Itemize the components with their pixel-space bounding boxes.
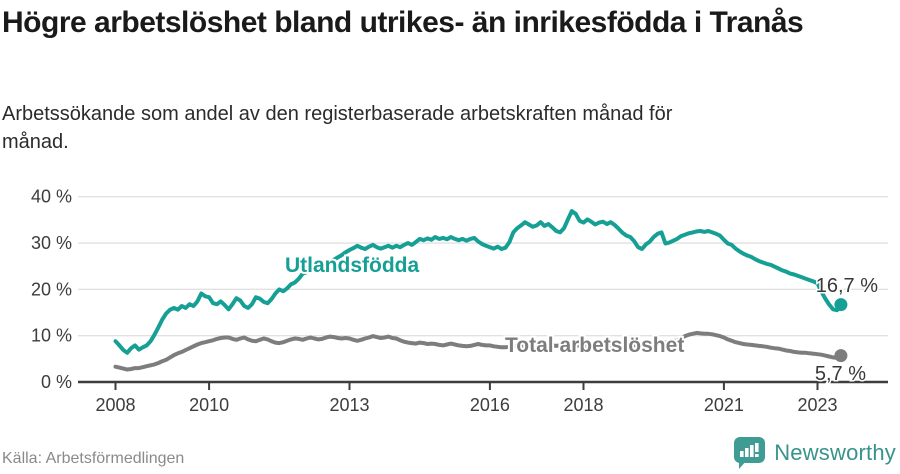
y-tick-label: 20 %	[31, 279, 72, 299]
x-tick-label: 2023	[797, 395, 837, 415]
series-label-utlandsfodda: Utlandsfödda	[285, 254, 419, 277]
series-end-value-utlandsfodda: 16,7 %	[816, 275, 878, 297]
x-tick-label: 2018	[563, 395, 603, 415]
y-tick-label: 10 %	[31, 326, 72, 346]
page-subtitle: Arbetssökande som andel av den registerb…	[2, 103, 673, 154]
series-label-total: Total arbetslöshet	[505, 334, 684, 357]
y-tick-label: 30 %	[31, 233, 72, 253]
source-note: Källa: Arbetsförmedlingen	[2, 450, 185, 467]
x-tick-label: 2016	[470, 395, 510, 415]
newsworthy-wordmark: Newsworthy	[774, 440, 896, 465]
series-end-dot-utlandsfodda	[834, 298, 848, 312]
newsworthy-bubble-chart-icon	[734, 437, 766, 469]
newsworthy-logo: Newsworthy	[733, 436, 896, 470]
x-tick-label: 2013	[329, 395, 369, 415]
page-title: Högre arbetslöshet bland utrikes- än inr…	[2, 6, 804, 39]
series-end-dot-total	[834, 349, 848, 363]
x-tick-label: 2021	[704, 395, 744, 415]
x-tick-label: 2008	[95, 395, 135, 415]
series-end-value-total: 5,7 %	[815, 363, 866, 385]
series-line-total	[113, 330, 843, 372]
x-tick-label: 2010	[189, 395, 229, 415]
series-line-utlandsfodda	[113, 209, 843, 355]
y-tick-label: 40 %	[31, 187, 72, 207]
y-tick-label: 0 %	[41, 372, 72, 392]
